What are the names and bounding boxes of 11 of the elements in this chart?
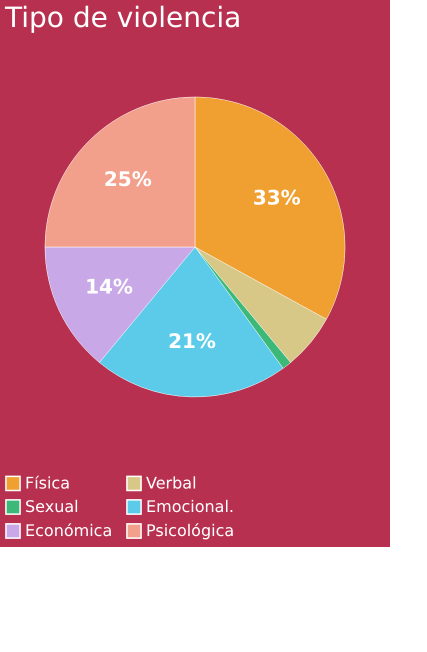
data-label: 14% — [85, 274, 133, 298]
chart-title: Tipo de violencia — [4, 1, 242, 34]
legend-label: Verbal — [146, 473, 197, 492]
data-label: 33% — [252, 186, 301, 210]
data-label: 21% — [168, 328, 216, 353]
legend-label: Psicológica — [146, 521, 234, 540]
legend-label: Emocional. — [146, 497, 234, 516]
legend-label: Sexual — [25, 497, 79, 516]
data-label: 25% — [104, 166, 152, 191]
legend-label: Física — [25, 473, 70, 492]
legend-label: Económica — [25, 521, 112, 540]
